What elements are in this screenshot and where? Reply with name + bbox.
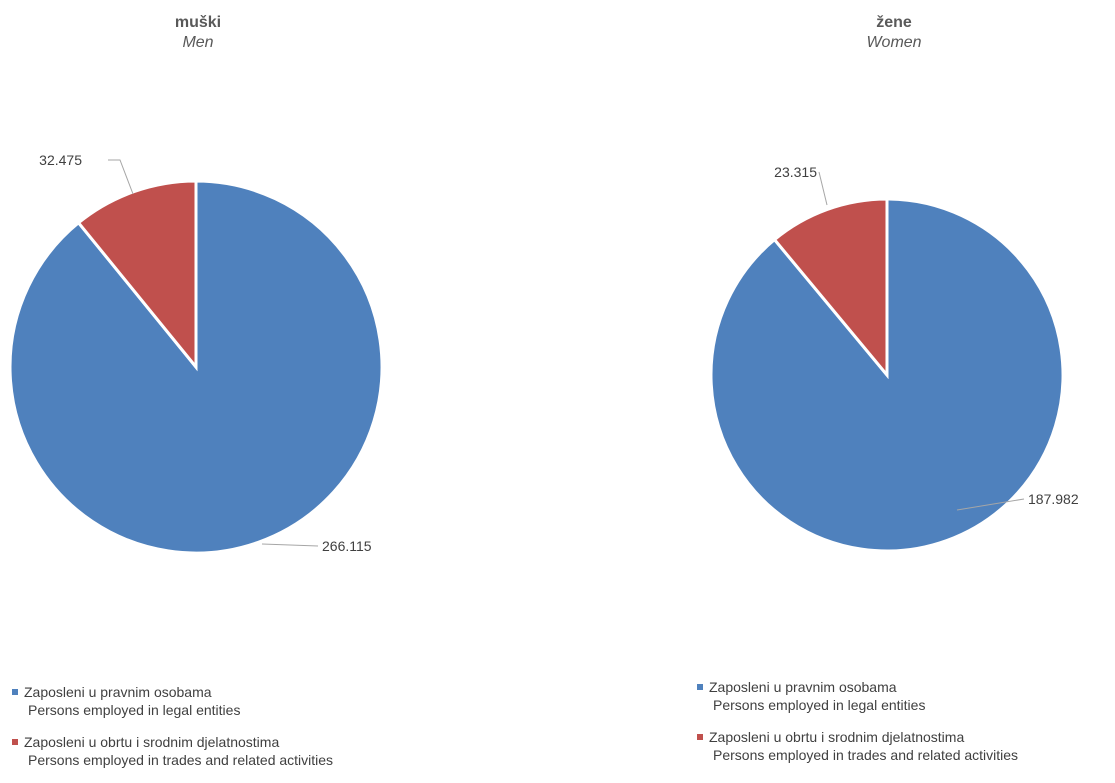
legend-item: Zaposleni u pravnim osobama Persons empl… <box>697 678 1018 714</box>
legend-label-hr: Zaposleni u pravnim osobama <box>709 679 897 695</box>
legend-women: Zaposleni u pravnim osobama Persons empl… <box>697 678 1018 778</box>
legend-marker-red <box>697 734 703 740</box>
legend-item: Zaposleni u pravnim osobama Persons empl… <box>12 683 333 719</box>
data-label: 266.115 <box>322 538 372 554</box>
legend-label-hr: Zaposleni u pravnim osobama <box>24 684 212 700</box>
data-label: 23.315 <box>774 164 817 180</box>
pie-svg-men: 266.115 32.475 <box>8 152 384 555</box>
pie-slice-trades <box>76 179 198 372</box>
chart-title: žene <box>876 14 912 31</box>
legend-item: Zaposleni u obrtu i srodnim djelatnostim… <box>697 728 1018 764</box>
pie-chart-men: muški Men 266.115 32.475 Zaposleni u prav… <box>0 0 557 780</box>
chart-title-block: muški Men <box>98 13 298 53</box>
pie-slice-trades <box>772 197 889 380</box>
legend-label-en: Persons employed in legal entities <box>28 702 241 718</box>
legend-men: Zaposleni u pravnim osobama Persons empl… <box>12 683 333 783</box>
pie-svg-women: 187.982 23.315 <box>709 164 1079 553</box>
pie-chart-women: žene Women 187.982 23.315 Zaposleni u pra… <box>557 0 1114 780</box>
legend-item: Zaposleni u obrtu i srodnim djelatnostim… <box>12 733 333 769</box>
legend-label-hr: Zaposleni u obrtu i srodnim djelatnostim… <box>709 729 965 745</box>
legend-label-en: Persons employed in trades and related a… <box>713 747 1019 763</box>
leader-line <box>818 171 828 206</box>
leader-line <box>108 159 134 195</box>
legend-marker-red <box>12 739 18 745</box>
chart-subtitle: Men <box>182 34 214 51</box>
leader-line <box>261 543 319 547</box>
data-label: 32.475 <box>39 152 82 168</box>
legend-marker-blue <box>12 689 18 695</box>
legend-marker-blue <box>697 684 703 690</box>
data-label: 187.982 <box>1028 491 1079 507</box>
chart-title: muški <box>174 14 222 31</box>
leader-line <box>956 498 1025 511</box>
legend-label-en: Persons employed in trades and related a… <box>28 752 334 768</box>
legend-label-en: Persons employed in legal entities <box>713 697 926 713</box>
chart-subtitle: Women <box>866 34 922 51</box>
chart-title-block: žene Women <box>794 13 994 53</box>
legend-label-hr: Zaposleni u obrtu i srodnim djelatnostim… <box>24 734 280 750</box>
